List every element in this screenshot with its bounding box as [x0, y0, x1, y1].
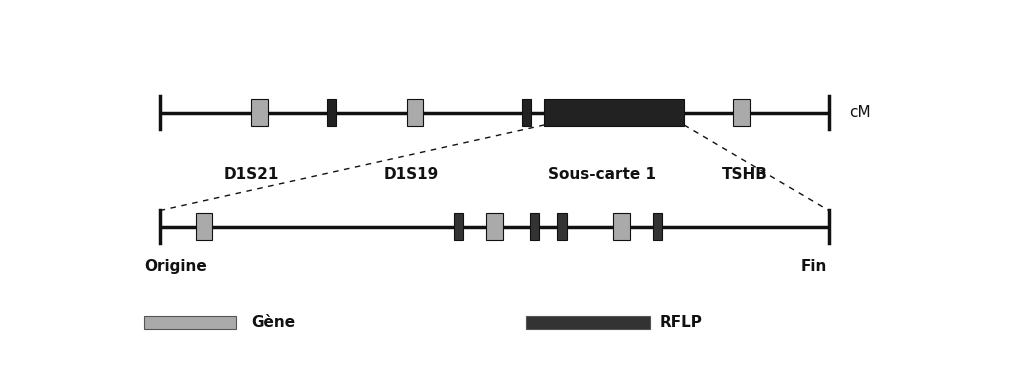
FancyBboxPatch shape [327, 99, 336, 126]
Text: cM: cM [848, 105, 870, 121]
FancyBboxPatch shape [613, 213, 631, 241]
Text: RFLP: RFLP [660, 315, 702, 330]
Text: TSHB: TSHB [722, 167, 768, 182]
FancyBboxPatch shape [195, 213, 213, 241]
FancyBboxPatch shape [530, 213, 539, 241]
FancyBboxPatch shape [527, 316, 650, 329]
FancyBboxPatch shape [252, 99, 268, 126]
Text: Sous-carte 1: Sous-carte 1 [548, 167, 656, 182]
Text: Fin: Fin [801, 259, 828, 273]
Text: Gène: Gène [252, 315, 296, 330]
FancyBboxPatch shape [653, 213, 662, 241]
FancyBboxPatch shape [407, 99, 423, 126]
FancyBboxPatch shape [486, 213, 503, 241]
Text: Origine: Origine [144, 259, 207, 273]
FancyBboxPatch shape [522, 99, 531, 126]
Text: D1S21: D1S21 [224, 167, 279, 182]
FancyBboxPatch shape [733, 99, 750, 126]
FancyBboxPatch shape [558, 213, 567, 241]
Text: D1S19: D1S19 [383, 167, 439, 182]
FancyBboxPatch shape [544, 99, 684, 126]
FancyBboxPatch shape [454, 213, 463, 241]
FancyBboxPatch shape [144, 316, 236, 329]
